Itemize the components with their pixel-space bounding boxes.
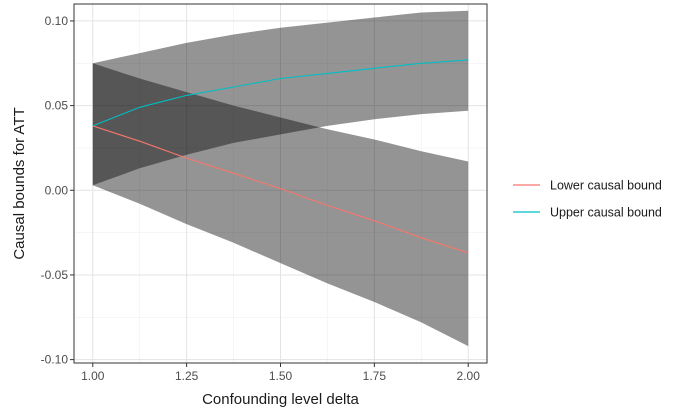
series-line-upper	[92, 59, 469, 127]
grid	[74, 4, 487, 363]
x-tick-label: 1.00	[81, 369, 105, 383]
y-axis-title: Causal bounds for ATT	[11, 107, 28, 259]
y-tick-label: 0.05	[45, 99, 69, 113]
confidence-band-upper	[92, 10, 469, 186]
x-tick-label: 1.75	[363, 369, 387, 383]
y-tick-label: 0.10	[45, 14, 69, 28]
series-line-lower	[92, 125, 469, 254]
confidence-bands	[92, 10, 469, 347]
x-tick-label: 2.00	[457, 369, 481, 383]
y-tick-label: 0.00	[45, 183, 69, 197]
x-axis-title: Confounding level delta	[202, 391, 359, 408]
y-tick-label: -0.10	[41, 353, 69, 367]
legend-label-upper: Upper causal bound	[550, 206, 662, 220]
confidence-band-lower	[92, 63, 469, 347]
x-axis: 1.00 1.25 1.50 1.75 2.00	[81, 363, 480, 383]
legend-label-lower: Lower causal bound	[550, 179, 662, 193]
y-axis: -0.10 -0.05 0.00 0.05 0.10	[41, 14, 74, 367]
x-tick-label: 1.50	[269, 369, 293, 383]
y-tick-label: -0.05	[41, 268, 69, 282]
series-lines	[92, 59, 469, 254]
legend: Lower causal bound Upper causal bound	[513, 179, 662, 220]
x-tick-label: 1.25	[175, 369, 199, 383]
